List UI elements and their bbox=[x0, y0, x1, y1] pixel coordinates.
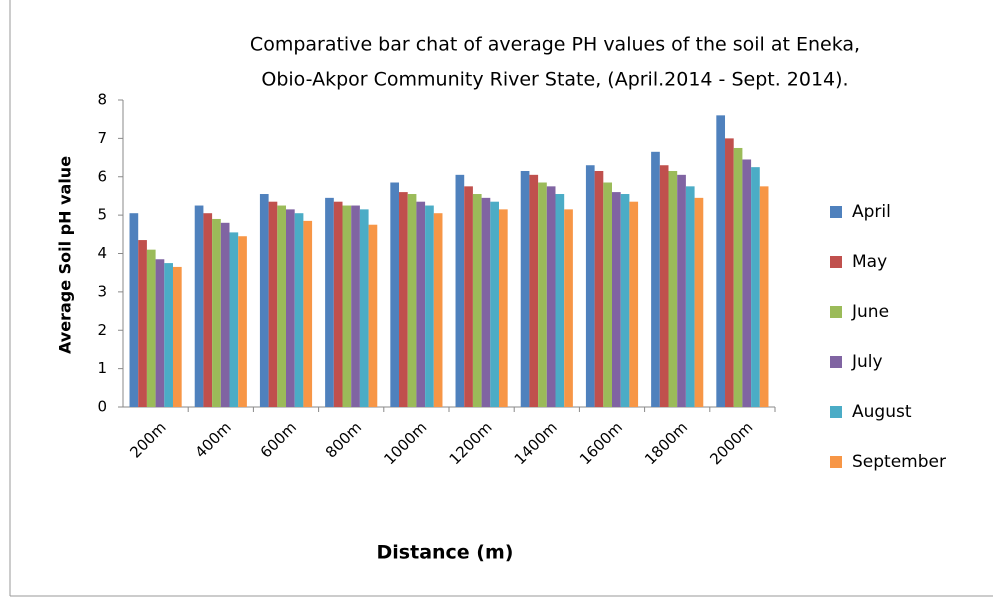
bar bbox=[164, 263, 173, 407]
bar bbox=[603, 182, 612, 407]
legend-swatch bbox=[830, 306, 842, 318]
bar bbox=[668, 170, 678, 407]
legend-swatch bbox=[830, 356, 842, 368]
legend-swatch bbox=[830, 206, 842, 218]
bar bbox=[490, 201, 499, 407]
bar bbox=[546, 186, 556, 407]
bar bbox=[742, 159, 752, 407]
bar bbox=[212, 218, 221, 407]
y-tick-label: 6 bbox=[97, 167, 107, 185]
y-axis-title: Average Soil pH value bbox=[56, 156, 75, 354]
legend-label: April bbox=[852, 202, 891, 222]
bar bbox=[759, 186, 769, 407]
bar bbox=[433, 213, 443, 407]
chart-title: Comparative bar chat of average PH value… bbox=[250, 34, 860, 56]
bar bbox=[238, 236, 247, 407]
bar bbox=[520, 170, 530, 407]
bar bbox=[229, 232, 239, 407]
bar bbox=[407, 194, 417, 407]
bar bbox=[325, 197, 334, 407]
bar bbox=[555, 194, 565, 407]
x-tick-label: 200m bbox=[126, 418, 169, 461]
bar bbox=[685, 186, 695, 407]
x-tick-label: 800m bbox=[322, 418, 365, 461]
bar bbox=[416, 201, 426, 407]
legend-swatch bbox=[830, 406, 842, 418]
bar bbox=[620, 194, 630, 407]
bar bbox=[138, 240, 147, 407]
legend-label: May bbox=[852, 252, 887, 272]
y-tick-label: 2 bbox=[97, 321, 107, 339]
legend-label: August bbox=[852, 402, 912, 422]
x-tick-label: 1800m bbox=[641, 418, 691, 468]
y-tick-label: 1 bbox=[97, 359, 107, 377]
x-tick-label: 1200m bbox=[446, 418, 496, 468]
bar bbox=[203, 213, 213, 407]
x-tick-label: 400m bbox=[192, 418, 235, 461]
bar bbox=[725, 138, 734, 407]
bar bbox=[629, 201, 639, 407]
bar bbox=[529, 174, 539, 407]
bar bbox=[651, 151, 660, 407]
bar bbox=[294, 213, 304, 407]
bar bbox=[172, 266, 182, 407]
legend-swatch bbox=[830, 456, 842, 468]
y-tick-label: 7 bbox=[97, 129, 107, 147]
bar bbox=[751, 167, 760, 407]
bar bbox=[351, 205, 360, 407]
y-tick-label: 4 bbox=[97, 244, 107, 262]
y-tick-label: 3 bbox=[97, 282, 107, 300]
bar bbox=[259, 194, 269, 407]
x-axis-title: Distance (m) bbox=[377, 542, 514, 564]
bar bbox=[425, 205, 434, 407]
legend-swatch bbox=[830, 256, 842, 268]
legend-label: July bbox=[851, 352, 883, 372]
bar bbox=[464, 186, 473, 407]
x-tick-label: 1000m bbox=[380, 418, 430, 468]
bar bbox=[220, 222, 230, 407]
bar bbox=[194, 205, 204, 407]
bar bbox=[585, 165, 595, 407]
bar bbox=[481, 197, 491, 407]
x-tick-label: 1400m bbox=[511, 418, 561, 468]
bar bbox=[694, 197, 704, 407]
legend-label: June bbox=[851, 302, 889, 322]
bar bbox=[286, 209, 295, 407]
bar bbox=[455, 174, 465, 407]
bar bbox=[303, 220, 313, 407]
y-tick-label: 5 bbox=[97, 206, 107, 224]
bar bbox=[612, 192, 621, 407]
bar bbox=[716, 115, 726, 407]
y-tick-label: 8 bbox=[97, 91, 107, 109]
bar bbox=[399, 192, 408, 407]
bar bbox=[472, 194, 482, 407]
bar bbox=[129, 213, 139, 407]
x-tick-label: 1600m bbox=[576, 418, 626, 468]
bar bbox=[733, 147, 743, 407]
bar bbox=[564, 209, 573, 407]
legend-label: September bbox=[852, 452, 946, 472]
bar bbox=[594, 170, 604, 407]
bar bbox=[677, 174, 686, 407]
bar bbox=[498, 209, 508, 407]
bar bbox=[268, 201, 278, 407]
bar bbox=[659, 165, 669, 407]
x-tick-label: 600m bbox=[257, 418, 300, 461]
y-tick-label: 0 bbox=[97, 398, 107, 416]
bar bbox=[155, 259, 165, 407]
x-tick-label: 2000m bbox=[706, 418, 756, 468]
bar bbox=[390, 182, 400, 407]
bar bbox=[277, 205, 286, 407]
bar bbox=[146, 249, 156, 407]
bar bbox=[368, 224, 378, 407]
bar bbox=[342, 205, 352, 407]
bar bbox=[538, 182, 547, 407]
bar bbox=[333, 201, 343, 407]
bar bbox=[359, 209, 369, 407]
chart-title: Obio-Akpor Community River State, (April… bbox=[261, 69, 848, 91]
